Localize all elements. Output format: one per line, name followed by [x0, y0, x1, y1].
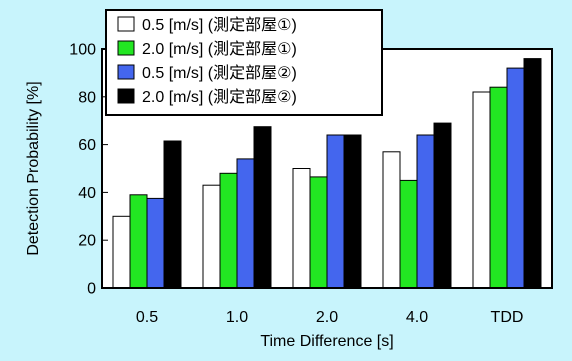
- x-axis-ticks: 0.5 1.0 2.0 4.0 TDD: [136, 309, 524, 326]
- bar-series3-1.0: [236, 158, 255, 289]
- y-tick-label: 60: [78, 137, 96, 154]
- bar-series1-1.0: [202, 184, 221, 289]
- bar-series2-4.0: [399, 179, 418, 289]
- y-axis-title: Detection Probability [%]: [25, 81, 42, 255]
- legend: 0.5 [m/s] (測定部屋①) 2.0 [m/s] (測定部屋①) 0.5 [m…: [105, 9, 383, 116]
- bar-series2-2.0: [309, 176, 328, 289]
- bar-series4-2.0: [343, 134, 362, 289]
- bar-series2-0.5: [129, 194, 148, 289]
- bar-series1-4.0: [382, 151, 401, 289]
- bar-series2-1.0: [219, 172, 238, 289]
- bar-series4-TDD: [523, 58, 542, 289]
- bar-series3-TDD: [506, 67, 525, 289]
- legend-swatch-1: [117, 16, 135, 32]
- y-tick-label: 20: [78, 233, 96, 250]
- bar-series1-2.0: [292, 168, 311, 289]
- bar-series4-0.5: [163, 140, 182, 289]
- bar-series4-4.0: [433, 122, 452, 289]
- x-tick-label: TDD: [491, 309, 524, 326]
- legend-swatch-3: [117, 64, 135, 80]
- legend-label-4: 2.0 [m/s] (測定部屋②): [142, 88, 297, 106]
- bar-series3-0.5: [146, 197, 165, 289]
- legend-label-2: 2.0 [m/s] (測定部屋①): [142, 40, 297, 58]
- x-tick-label: 0.5: [136, 309, 158, 326]
- bar-series2-TDD: [489, 86, 508, 289]
- x-tick-label: 2.0: [316, 309, 338, 326]
- x-tick-label: 4.0: [406, 309, 428, 326]
- legend-box: [105, 9, 383, 116]
- bar-series3-2.0: [326, 134, 345, 289]
- y-tick-label: 0: [87, 281, 96, 298]
- bars-group: [112, 58, 542, 289]
- y-tick-label: 80: [78, 89, 96, 106]
- legend-label-3: 0.5 [m/s] (測定部屋②): [142, 64, 297, 82]
- x-axis-title: Time Difference [s]: [260, 333, 393, 350]
- bar-series1-0.5: [112, 215, 131, 289]
- legend-swatch-4: [117, 88, 135, 104]
- legend-swatch-2: [117, 40, 135, 56]
- y-tick-label: 40: [78, 185, 96, 202]
- bar-series3-4.0: [416, 134, 435, 289]
- bar-series1-TDD: [472, 91, 491, 289]
- bar-series4-1.0: [253, 126, 272, 289]
- x-tick-label: 1.0: [226, 309, 248, 326]
- y-axis-ticks: 0 20 40 60 80 100: [69, 42, 108, 298]
- legend-label-1: 0.5 [m/s] (測定部屋①): [142, 16, 297, 34]
- y-tick-label: 100: [69, 42, 96, 59]
